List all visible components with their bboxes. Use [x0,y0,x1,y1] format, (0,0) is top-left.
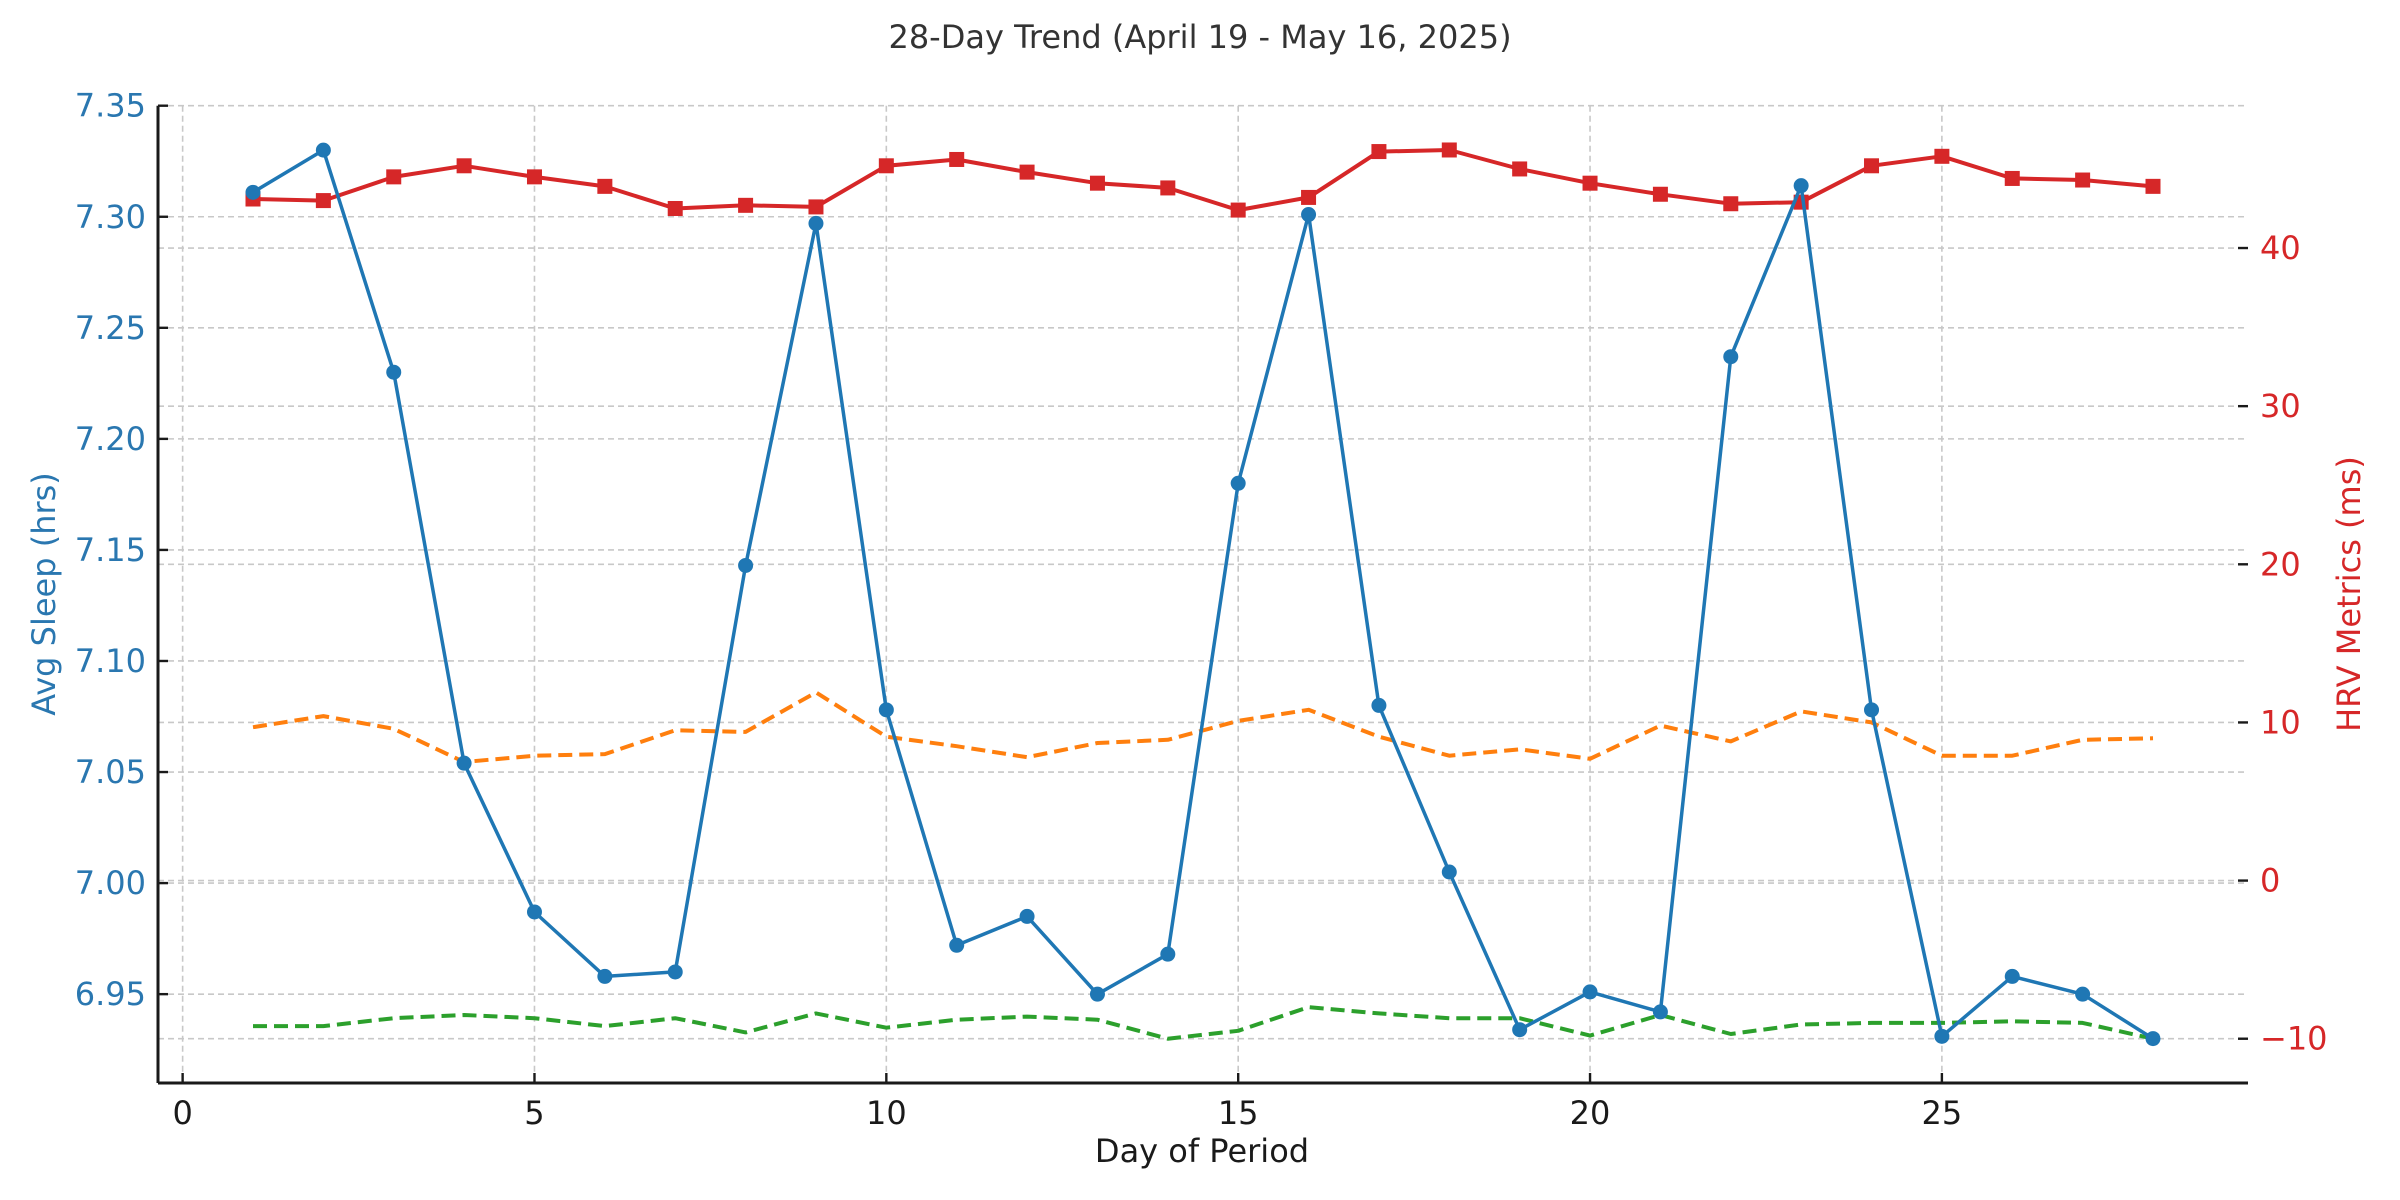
series-hrv [245,142,2161,218]
data-point [2004,170,2020,186]
data-point [1441,142,1457,158]
data-point [878,702,894,718]
data-point [808,199,824,215]
series-line-avg-sleep [252,148,2154,1041]
data-point [949,151,965,167]
data-point [1089,986,1105,1002]
data-point [1441,864,1457,880]
data-point [2075,986,2091,1002]
data-point [2075,172,2091,188]
data-point [386,364,402,380]
data-point [456,158,472,174]
x-tick-label: 10 [866,1094,907,1132]
y-left-tick-label: 7.30 [75,198,146,236]
data-point [526,169,542,185]
y-axis-left-ticks: 6.95 7.00 7.05 7.10 7.15 7.20 7.25 7.30 7.35 [75,87,168,1013]
data-point [315,142,331,158]
y-left-tick-label: 7.10 [75,642,146,680]
data-point [667,964,683,980]
data-point [386,169,402,185]
data-point [1934,148,1950,164]
axes [156,105,2248,1085]
x-tick-label: 15 [1218,1094,1259,1132]
data-point [1160,946,1176,962]
y-right-tick-label: 30 [2260,387,2301,425]
x-tick-label: 5 [524,1094,544,1132]
data-point [2004,968,2020,984]
data-point [1230,202,1246,218]
data-point [1019,164,1035,180]
x-axis-ticks: 0 5 10 15 20 25 [172,1073,1962,1132]
y-right-tick-label: 20 [2260,545,2301,583]
data-point [1371,144,1387,160]
data-point [526,904,542,920]
data-point [1723,196,1739,212]
data-point [2145,1031,2161,1047]
x-tick-label: 20 [1570,1094,1611,1132]
data-point [1934,1028,1950,1044]
series-avg-sleep [245,142,2161,1047]
data-point [738,557,754,573]
data-point [808,215,824,231]
data-point [1371,697,1387,713]
data-point [1512,1022,1528,1038]
data-point [456,755,472,771]
series-hrv-metric-3 [253,1005,2154,1041]
chart-title: 28-Day Trend (April 19 - May 16, 2025) [888,18,1511,56]
data-point [1160,180,1176,196]
y-axis-right-label: HRV Metrics (ms) [2330,456,2368,732]
data-point [1864,158,1880,174]
y-left-tick-label: 7.35 [75,87,146,125]
data-point [1512,161,1528,177]
x-axis-label: Day of Period [1095,1132,1309,1170]
y-left-tick-label: 7.05 [75,753,146,791]
data-point [245,184,261,200]
data-point [1582,175,1598,191]
y-right-tick-label: 40 [2260,229,2301,267]
y-left-tick-label: 7.25 [75,309,146,347]
data-point [1723,349,1739,365]
data-point [1652,186,1668,202]
y-left-tick-label: 7.00 [75,864,146,902]
x-tick-label: 0 [172,1094,192,1132]
series-layer [245,142,2161,1047]
data-point [1089,175,1105,191]
data-point [315,193,331,209]
data-point [738,197,754,213]
y-axis-left-label: Avg Sleep (hrs) [25,472,63,716]
data-point [1652,1004,1668,1020]
series-line-hrv-metric-3 [253,1005,2154,1041]
data-point [1301,189,1317,205]
data-point [1582,984,1598,1000]
y-left-tick-label: 7.20 [75,420,146,458]
data-point [1019,908,1035,924]
y-right-tick-label: −10 [2260,1020,2328,1058]
grid [158,104,2248,1083]
series-line-hrv [252,148,2154,213]
data-point [878,158,894,174]
data-point [1230,475,1246,491]
data-point [597,968,613,984]
data-point [667,200,683,216]
data-point [2145,178,2161,194]
y-axis-right-ticks: −10 0 10 20 30 40 [2238,229,2328,1058]
data-point [949,937,965,953]
data-point [1864,702,1880,718]
y-left-tick-label: 6.95 [75,975,146,1013]
y-right-tick-label: 10 [2260,703,2301,741]
data-point [1793,178,1809,194]
y-right-tick-label: 0 [2260,862,2280,900]
data-point [597,178,613,194]
x-tick-label: 25 [1922,1094,1963,1132]
data-point [1301,207,1317,223]
y-left-tick-label: 7.15 [75,531,146,569]
